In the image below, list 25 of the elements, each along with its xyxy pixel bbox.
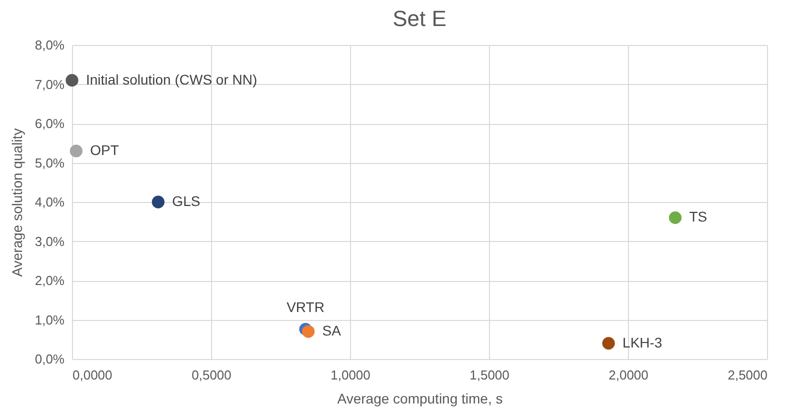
y-axis-title: Average solution quality (8, 128, 25, 277)
x-tick-label: 1,5000 (470, 368, 510, 382)
y-tick-label: 0,0% (34, 352, 65, 366)
y-tick-label: 7,0% (34, 76, 65, 92)
y-tick-label: 6,0% (34, 116, 65, 131)
x-tick-label: 0,5000 (192, 368, 232, 382)
x-tick-label: 1,0000 (330, 368, 370, 382)
series-label: GLS (172, 193, 200, 209)
y-tick-label: 4,0% (34, 194, 65, 210)
x-tick-label: 2,0000 (608, 368, 648, 382)
x-tick-label: 2,5000 (728, 368, 768, 382)
series-label: LKH-3 (622, 334, 662, 350)
y-tick-label: 2,0% (34, 273, 65, 288)
y-tick-label: 1,0% (34, 312, 65, 328)
series-label: SA (322, 322, 342, 339)
y-tick-label: 5,0% (34, 155, 65, 170)
series-label: VRTR (286, 299, 324, 316)
chart-title: Set E (392, 6, 446, 31)
series-label: OPT (90, 142, 120, 158)
series-label: TS (689, 208, 708, 225)
x-axis-title: Average computing time, s (337, 390, 503, 406)
y-tick-label: 8,0% (34, 38, 65, 52)
x-tick-label: 0,0000 (72, 368, 112, 382)
series-label: Initial solution (CWS or NN) (86, 71, 258, 88)
y-tick-label: 3,0% (34, 234, 65, 249)
